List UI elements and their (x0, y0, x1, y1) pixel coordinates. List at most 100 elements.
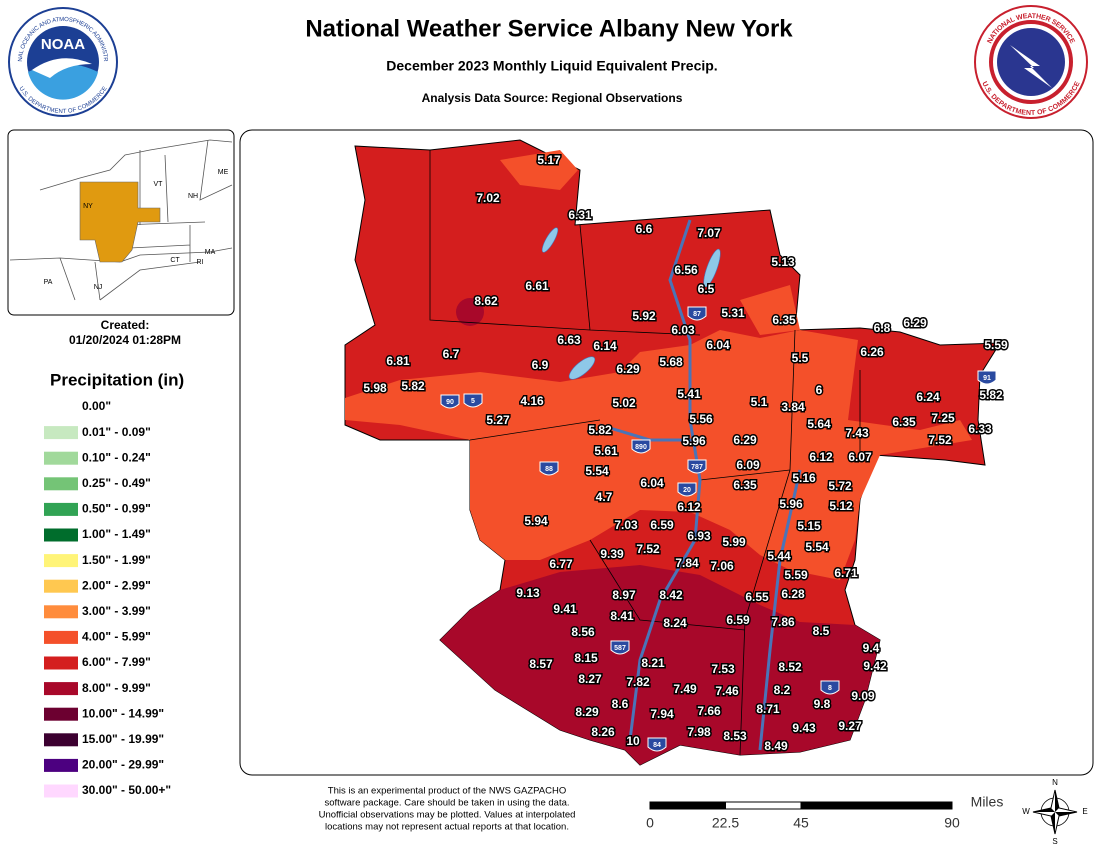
region-4-6 (345, 330, 972, 580)
station-value: 6.93 (687, 529, 711, 543)
legend-swatch (44, 477, 78, 491)
station-value: 7.66 (697, 704, 721, 718)
station-value: 8.27 (578, 672, 602, 686)
station-value: 9.39 (600, 547, 624, 561)
station-value: 6.56 (674, 263, 698, 277)
station-value: 9.41 (553, 602, 577, 616)
station-value: 5.92 (632, 309, 656, 323)
station-value: 5.17 (537, 153, 561, 167)
scale-label: 22.5 (712, 815, 739, 831)
station-value: 5.5 (792, 351, 809, 365)
station-value: 7.43 (845, 426, 869, 440)
state-label: CT (170, 257, 180, 264)
legend-label: 8.00" - 9.99" (82, 681, 151, 695)
station-value: 6.5 (698, 282, 715, 296)
compass-s: S (1052, 837, 1057, 846)
legend-swatch (44, 554, 78, 568)
noaa-logo: NOAA NATIONAL OCEANIC AND ATMOSPHERIC AD… (0, 0, 118, 117)
station-value: 9.13 (516, 586, 540, 600)
station-value: 5.72 (828, 479, 852, 493)
station-value: 7.02 (476, 191, 500, 205)
station-value: 7.53 (711, 662, 735, 676)
station-value: 6.29 (616, 362, 640, 376)
station-value: 5.15 (797, 519, 821, 533)
main-map: 87 90 5 890 88 787 20 587 91 84 8 5.17 7.02 6.31 6.6 7… (239, 129, 1094, 776)
shield (977, 370, 997, 385)
station-value: 6.03 (671, 323, 695, 337)
compass: N E S W (1022, 778, 1087, 846)
legend-label: 0.10" - 0.24" (82, 450, 151, 464)
legend-swatch (44, 605, 78, 619)
scale-segment (649, 801, 726, 810)
station-value: 7.06 (710, 559, 734, 573)
legend-swatch (44, 451, 78, 465)
station-value: 5.64 (807, 417, 831, 431)
legend-swatch (44, 682, 78, 696)
station-value: 3.84 (781, 400, 805, 414)
station-value: 5.96 (779, 497, 803, 511)
legend-swatch (44, 579, 78, 593)
legend-label: 0.01" - 0.09" (82, 425, 151, 439)
shield (647, 737, 667, 752)
station-value: 6.04 (640, 476, 664, 490)
legend-label: 0.25" - 0.49" (82, 476, 151, 490)
scale-unit: Miles (971, 794, 1004, 810)
shield-number: 90 (446, 399, 454, 406)
station-value: 6.35 (772, 313, 796, 327)
compass-n: N (1052, 778, 1058, 787)
station-value: 7.03 (614, 518, 638, 532)
shield-number: 20 (683, 487, 691, 494)
station-value: 7.86 (771, 615, 795, 629)
legend-label: 2.00" - 2.99" (82, 578, 151, 592)
shield-number: 587 (614, 645, 626, 652)
station-value: 8.49 (764, 739, 788, 753)
shield-number: 5 (471, 398, 475, 405)
station-value: 6.9 (532, 358, 549, 372)
station-value: 8.21 (641, 656, 665, 670)
state-label: NJ (94, 284, 103, 291)
shield (820, 680, 840, 695)
station-value: 6.59 (726, 613, 750, 627)
station-value: 7.25 (931, 411, 955, 425)
state-label: MA (205, 249, 216, 256)
station-value: 6.26 (860, 345, 884, 359)
shield-number: 87 (693, 311, 701, 318)
shield-number: 787 (691, 464, 703, 471)
region-8-10 (440, 565, 880, 765)
station-value: 6.29 (733, 433, 757, 447)
station-value: 6.81 (386, 354, 410, 368)
state-label: PA (44, 279, 53, 286)
station-value: 6.35 (892, 415, 916, 429)
station-value: 5.27 (486, 413, 510, 427)
shield (677, 482, 697, 497)
station-value: 8.71 (756, 702, 780, 716)
station-value: 9.09 (851, 689, 875, 703)
station-value: 8.57 (529, 657, 553, 671)
station-value: 8.56 (571, 625, 595, 639)
nws-logo: NATIONAL WEATHER SERVICE U.S. DEPARTMENT… (974, 5, 1088, 119)
legend-title: Precipitation (in) (50, 370, 184, 389)
title: National Weather Service Albany New York (305, 15, 793, 42)
station-value: 5.1 (751, 395, 768, 409)
source: Analysis Data Source: Regional Observati… (422, 91, 683, 105)
station-value: 6.09 (736, 458, 760, 472)
station-value: 5.02 (612, 396, 636, 410)
station-value: 7.98 (687, 725, 711, 739)
legend-label: 10.00" - 14.99" (82, 706, 164, 720)
station-value: 6.29 (903, 316, 927, 330)
legend-swatch (44, 656, 78, 670)
station-value: 5.98 (363, 381, 387, 395)
legend-label: 0.00" (82, 399, 111, 413)
station-value: 8.24 (663, 616, 687, 630)
station-value: 5.13 (771, 255, 795, 269)
station-value: 4.16 (520, 394, 544, 408)
station-value: 6.24 (916, 390, 940, 404)
station-value: 6.71 (834, 566, 858, 580)
shield-number: 890 (635, 444, 647, 451)
state-label: NY (83, 203, 93, 210)
station-value: 6.04 (706, 338, 730, 352)
station-value: 6.12 (677, 500, 701, 514)
station-value: 7.07 (697, 226, 721, 240)
